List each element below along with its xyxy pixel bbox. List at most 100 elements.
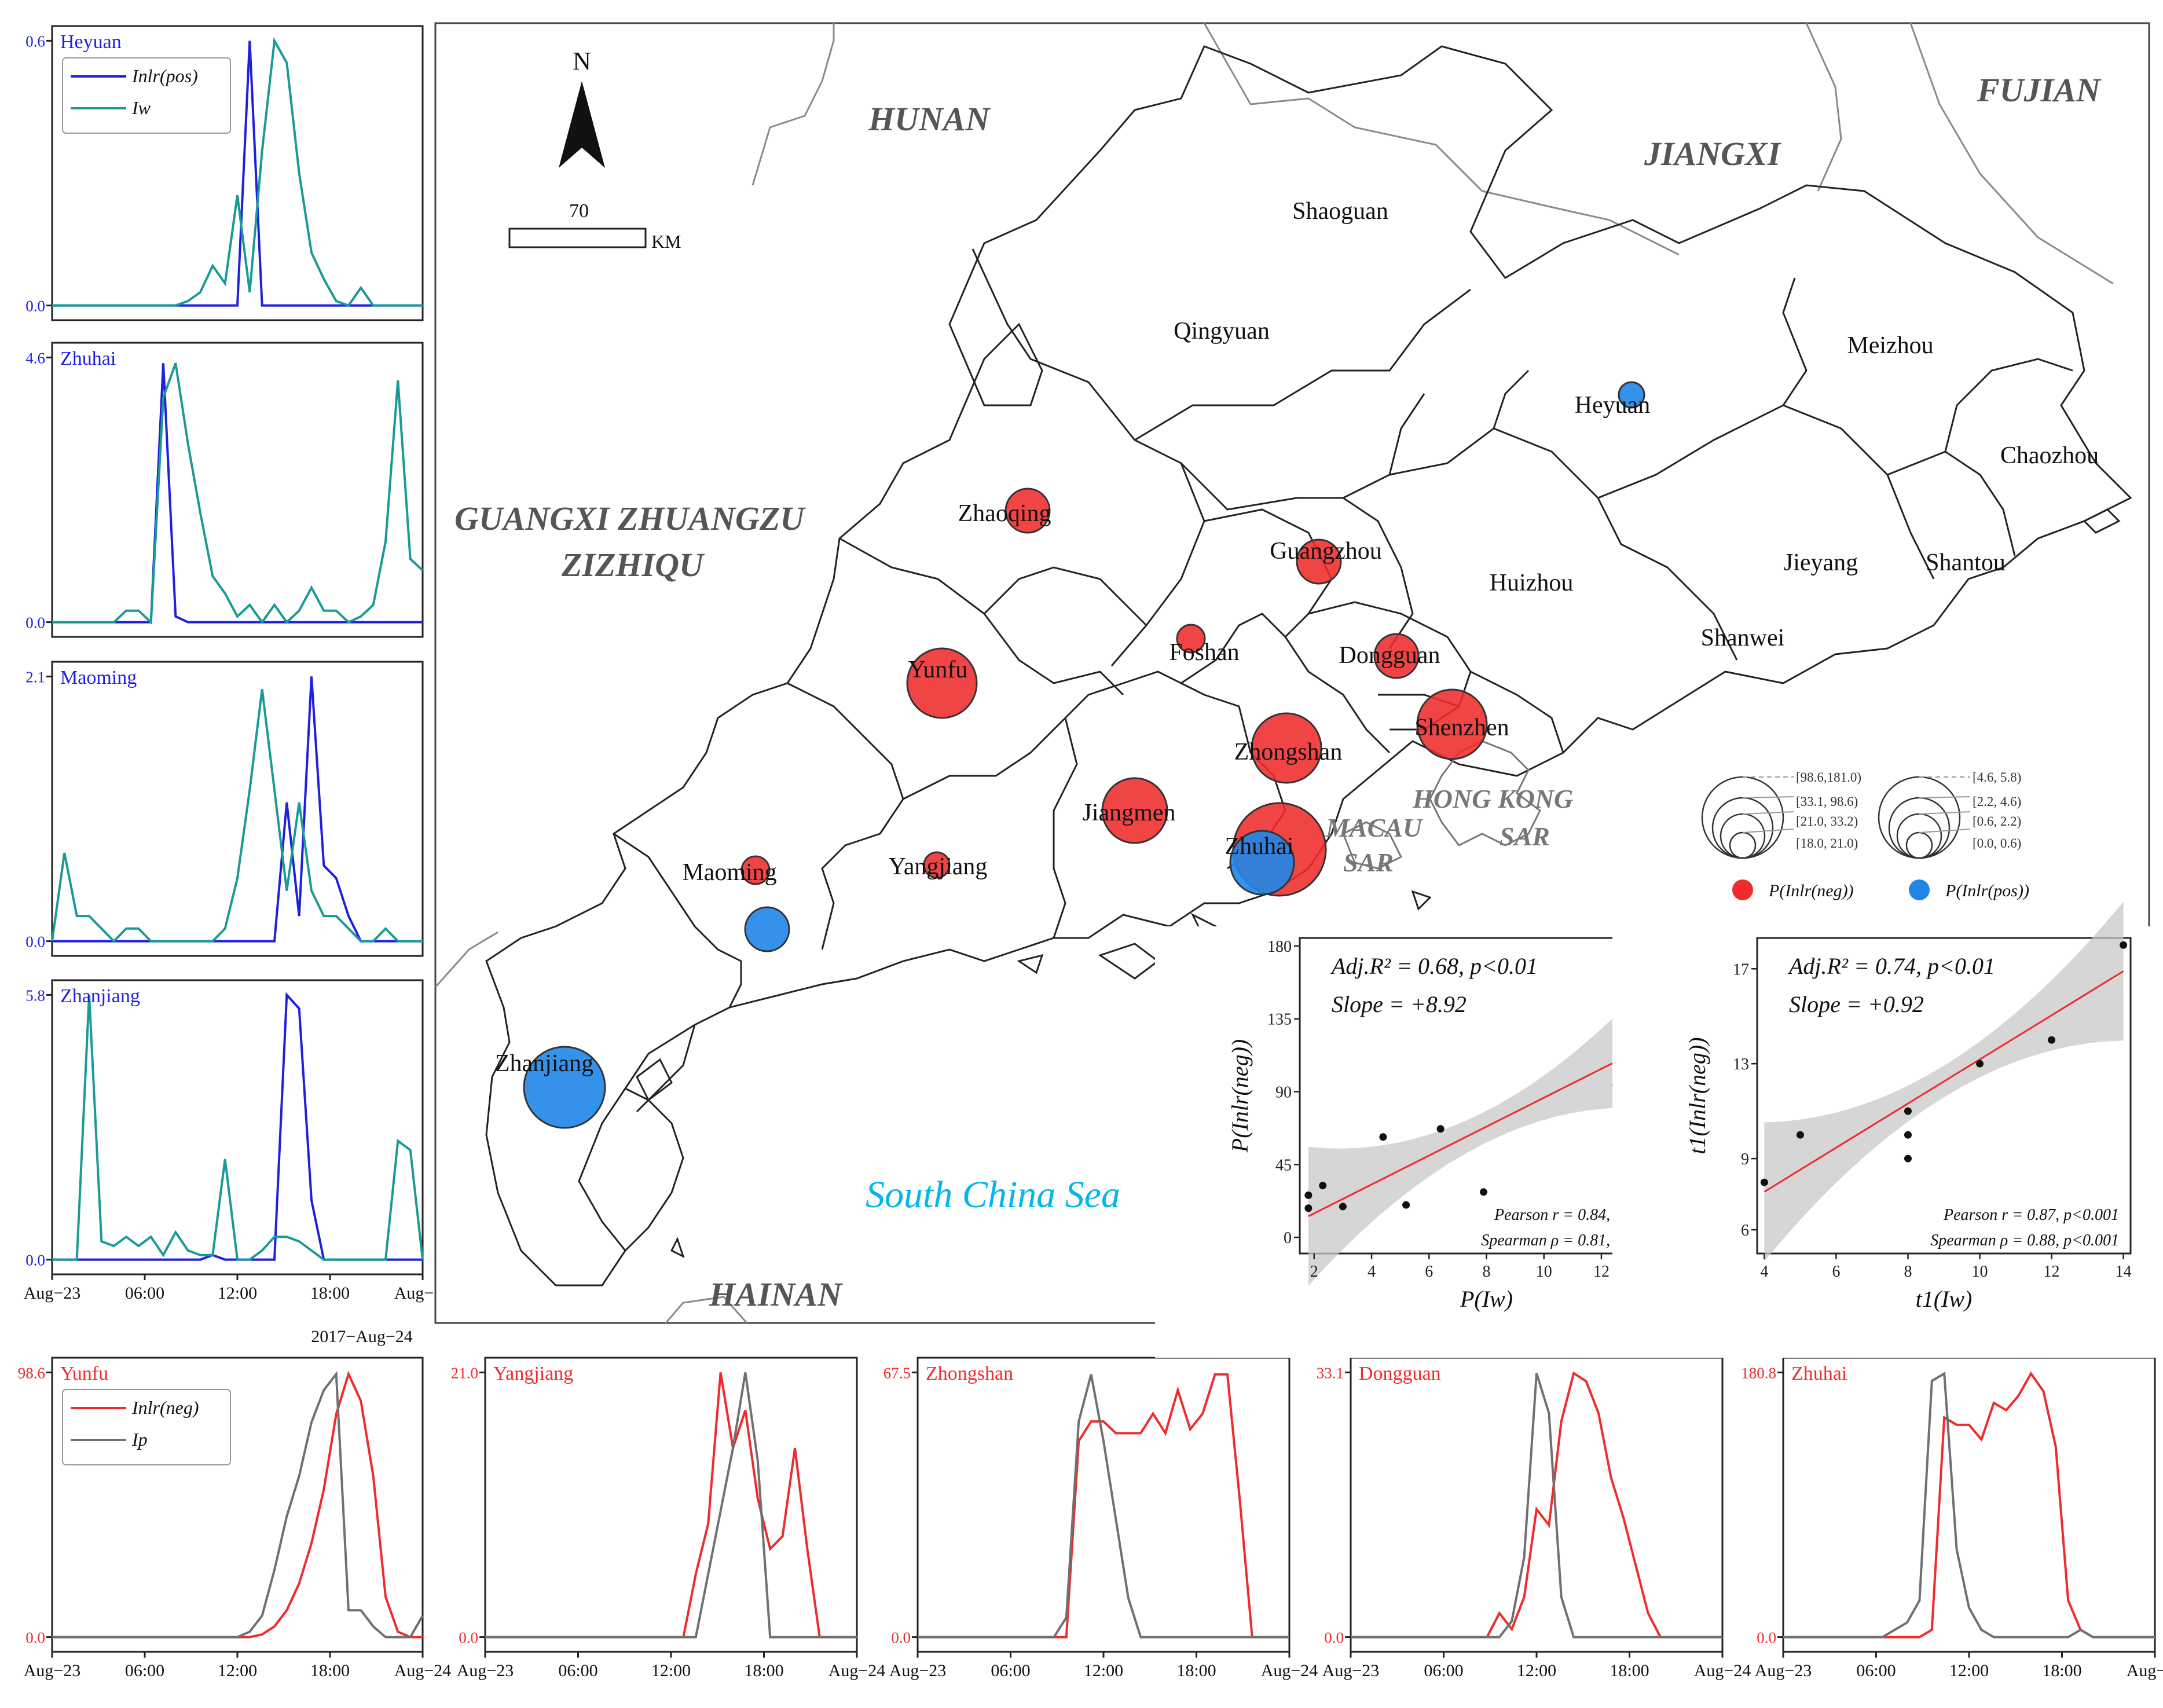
bubble-neg-yunfu xyxy=(906,647,978,719)
city-label-guangzhou: Guangzhou xyxy=(1270,538,1382,565)
legend-range: [4.6, 5.8) xyxy=(1973,770,2021,785)
x-tick-label: 18:00 xyxy=(744,1661,783,1680)
panel-title: Zhongshan xyxy=(926,1363,1013,1384)
x-tick-label: 12:00 xyxy=(1084,1661,1123,1680)
sar-macau: MACAU xyxy=(1325,813,1424,842)
neighbour-borders xyxy=(434,23,2114,1324)
bottom-panels: 0.0 98.6 Aug−23 06:00 12:00 18:00 Aug−24 Yunfu I… xyxy=(18,1357,2163,1680)
scatter-panels: 2 4 6 8 10 12 14 0 45 90 135 180 P(Iw) P(Inlr(neg)) Ad… xyxy=(1155,901,2160,1358)
province-guangxi: GUANGXI ZHUANGZU xyxy=(454,500,806,537)
city-label-zhuhai: Zhuhai xyxy=(1225,833,1294,860)
city-label-zhanjiang: Zhanjiang xyxy=(495,1050,593,1077)
sar-hongkong-sar: SAR xyxy=(1500,822,1550,851)
plot-frame xyxy=(484,1357,858,1653)
scatter-point xyxy=(1904,1131,1912,1139)
x-tick-label: Aug−23 xyxy=(889,1661,947,1680)
x-axis-label: t1(Iw) xyxy=(1916,1286,1973,1312)
x-tick-label: 12 xyxy=(1593,1263,1610,1281)
series-line-pop xyxy=(1351,1373,1722,1639)
x-tick-label: Aug−23 xyxy=(24,1284,81,1303)
x-tick-label: 12 xyxy=(2044,1263,2060,1281)
x-tick-label: 18:00 xyxy=(310,1284,350,1303)
bubble-neg-dongguan xyxy=(1373,633,1420,679)
city-label-shenzhen: Shenzhen xyxy=(1414,714,1509,741)
x-tick-label: 4 xyxy=(1368,1263,1376,1281)
city-label-yunfu: Yunfu xyxy=(908,657,968,683)
chart-yunfu: 0.0 98.6 Aug−23 06:00 12:00 18:00 Aug−24 Yunfu I… xyxy=(18,1357,451,1680)
legend-label: Ip xyxy=(131,1429,148,1450)
x-tick-label: 12:00 xyxy=(218,1661,257,1680)
panel-title: Heyuan xyxy=(60,31,122,53)
hong-kong-outline xyxy=(1342,740,1541,870)
bubble-neg-guangzhou xyxy=(1296,538,1342,585)
city-label-zhaoqing: Zhaoqing xyxy=(958,500,1051,527)
bubble-pos-maoming xyxy=(744,906,790,952)
city-label-qingyuan: Qingyuan xyxy=(1174,318,1270,344)
city-label-yangjiang: Yangjiang xyxy=(889,853,988,880)
bubble-legend: [98.6,181.0) [33.1, 98.6) [21.0, 33.2) [18.… xyxy=(1701,770,2029,900)
plot-frame xyxy=(51,979,424,1275)
y-tick-label: 0.0 xyxy=(25,614,45,632)
y-tick-label: 98.6 xyxy=(18,1364,45,1381)
legend-label: Iw xyxy=(131,97,151,118)
legend-leader xyxy=(1742,796,1794,798)
y-tick-label: 13 xyxy=(1733,1055,1749,1073)
bubble-neg-maoming xyxy=(740,855,771,885)
x-tick-label: Aug−23 xyxy=(24,1661,81,1680)
y-tick-label: 0.0 xyxy=(1324,1629,1344,1647)
x-tick-label: 14 xyxy=(2116,1263,2132,1281)
legend-label: P(Inlr(pos)) xyxy=(1945,881,2029,900)
legend-leader xyxy=(1919,811,1971,815)
series-line-pop xyxy=(918,1374,1289,1639)
city-label-chaozhou: Chaozhou xyxy=(2000,442,2099,469)
chart-scatter_P: 246810121404590135180P(Iw)P(Inlr(neg))Ad… xyxy=(1155,926,1702,1358)
bubble-pos-heyuan xyxy=(1618,381,1645,409)
x-tick-label: 18:00 xyxy=(1176,1661,1216,1680)
annotation-r2: Adj.R² = 0.74, p<0.01 xyxy=(1787,953,1995,979)
panel-title: Maoming xyxy=(60,667,137,688)
x-axis-label: P(Iw) xyxy=(1460,1286,1513,1312)
north-arrow-left xyxy=(559,81,582,168)
y-tick-label: 21.0 xyxy=(451,1364,478,1381)
year-label: 2017−Aug−24 xyxy=(311,1327,413,1346)
x-tick-label: 06:00 xyxy=(558,1661,597,1680)
bubble-neg-jiangmen xyxy=(1101,777,1168,844)
city-label-maoming: Maoming xyxy=(682,859,776,886)
y-tick-label: 0.0 xyxy=(459,1629,478,1647)
scale-value: 70 xyxy=(569,200,589,222)
annotation-slope: Slope = +8.92 xyxy=(1332,991,1467,1017)
x-tick-label: 8 xyxy=(1904,1263,1912,1281)
scatter-point xyxy=(1304,1191,1313,1199)
x-tick-label: 10 xyxy=(1536,1263,1552,1281)
scatter-point xyxy=(1339,1203,1347,1211)
scatter-point xyxy=(2048,1036,2056,1044)
x-tick-label: 12:00 xyxy=(1517,1661,1556,1680)
y-axis-label: t1(Inlr(neg)) xyxy=(1684,1037,1710,1154)
prefecture-borders xyxy=(485,45,2132,1287)
y-tick-label: 33.1 xyxy=(1317,1364,1344,1381)
series-line-pop xyxy=(1783,1372,2155,1639)
scatter-point xyxy=(1760,1178,1768,1186)
y-tick-label: 0.0 xyxy=(25,933,45,951)
scale-bar: 70 KM xyxy=(508,200,681,252)
province-hainan: HAINAN xyxy=(709,1275,843,1313)
chart-dongguan: 0.0 33.1 Aug−23 06:00 12:00 18:00 Aug−24 Donggu… xyxy=(1317,1357,1751,1680)
city-labels: Shaoguan Qingyuan Meizhou Heyuan Chaozhou Zha… xyxy=(495,198,2099,1077)
y-tick-label: 4.6 xyxy=(25,349,45,366)
y-tick-label: 5.8 xyxy=(25,987,45,1004)
annotation-pearson: Pearson r = 0.87, p<0.001 xyxy=(1943,1206,2119,1224)
x-tick-label: 06:00 xyxy=(991,1661,1030,1680)
city-label-shantou: Shantou xyxy=(1926,549,2006,576)
y-tick-label: 180 xyxy=(1267,938,1292,956)
bubble-neg-zhaoqing xyxy=(1004,488,1051,534)
city-label-huizhou: Huizhou xyxy=(1490,570,1574,596)
x-tick-label: 12:00 xyxy=(1949,1661,1989,1680)
scale-box xyxy=(508,228,647,248)
x-tick-label: 4 xyxy=(1760,1263,1768,1281)
series-line-water xyxy=(52,362,424,625)
series-line-water xyxy=(52,36,423,307)
y-tick-label: 6 xyxy=(1741,1222,1749,1240)
city-label-shanwei: Shanwei xyxy=(1701,625,1785,651)
